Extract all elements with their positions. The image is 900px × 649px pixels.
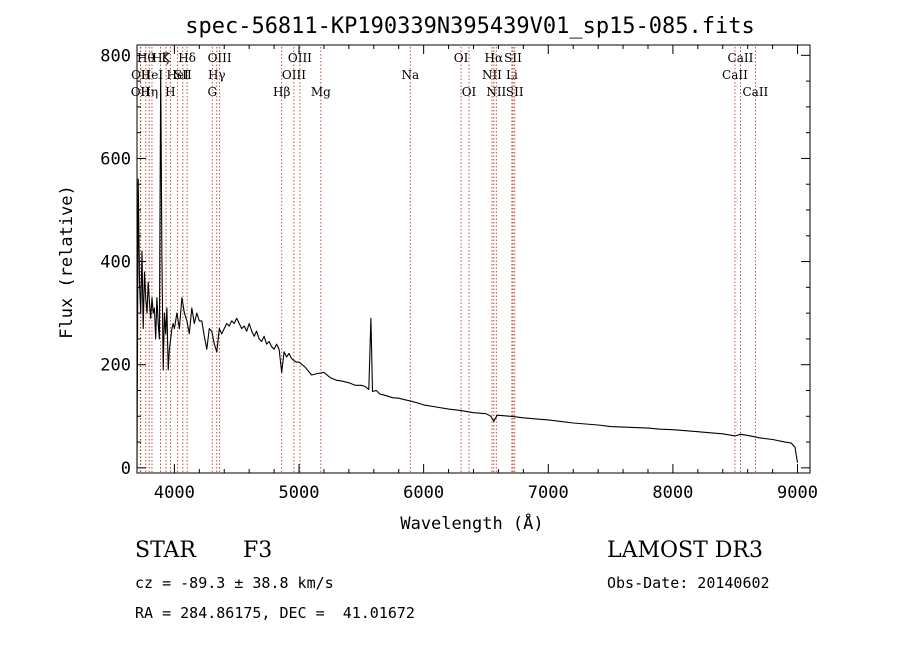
marker-label: CaII [742,85,768,99]
marker-label: Hγ [208,68,226,82]
marker-label: CaII [722,68,748,82]
marker-label: OI [462,85,477,99]
marker-label: CaII [728,51,754,65]
plot-frame [136,44,811,474]
marker-label: OII [131,85,151,99]
marker-label: Hη [140,85,158,99]
object-subclass: F3 [243,538,273,563]
marker-label: HeI [166,68,189,82]
marker-label: HeI [141,68,164,82]
line-markers [139,47,756,472]
y-tick-label: 200 [100,356,131,376]
x-tick-label: 9000 [777,483,818,503]
marker-label: OII [131,68,151,82]
redshift-text: cz = -89.3 ± 38.8 km/s [135,574,334,592]
marker-label: K [162,51,172,65]
marker-label: OIII [288,51,312,65]
y-tick-label: 400 [100,253,131,273]
x-tick-label: 6000 [403,483,444,503]
y-axis-label: Flux (relative) [57,185,77,339]
flux-line [136,70,799,468]
marker-label: OI [454,51,469,65]
obs-date: Obs-Date: 20140602 [607,574,770,592]
marker-label: Hα [485,51,504,65]
x-tick-label: 7000 [528,483,569,503]
marker-label: SII [504,51,522,65]
x-tick-label: 8000 [652,483,693,503]
marker-label: Hδ [178,51,196,65]
x-axis-label: Wavelength (Å) [400,512,543,534]
x-tick-label: 4000 [154,483,195,503]
marker-label: OIII [282,68,306,82]
marker-label: SII [506,85,524,99]
coordinates: RA = 284.86175, DEC = 41.01672 [135,604,415,622]
plot-axes: 4000 5000 6000 7000 8000 9000 0 200 400 600 800 [100,44,818,503]
marker-label: OIII [208,51,232,65]
y-tick-label: 800 [100,46,131,66]
marker-label: Li [506,68,518,82]
marker-label: SII [174,68,192,82]
marker-label: NII [486,85,506,99]
x-tick-label: 5000 [279,483,320,503]
line-marker-labels: OIIOIIHθHηHeIHζKHHeISIIHδGHγOIIIHβOIIIOI… [131,51,769,99]
marker-label: Hζ [152,51,169,65]
marker-label: H [165,85,175,99]
marker-label: G [207,85,217,99]
marker-label: Hβ [273,85,290,99]
marker-label: Hθ [137,51,155,65]
survey-name: LAMOST DR3 [607,538,763,563]
marker-label: Na [401,68,419,82]
spectrum-series [136,70,799,468]
object-class: STAR [135,538,196,563]
chart-title: spec-56811-KP190339N395439V01_sp15-085.f… [185,14,755,39]
y-tick-label: 600 [100,149,131,169]
marker-label: NII [482,68,502,82]
marker-label: Mg [311,85,331,99]
y-tick-label: 0 [121,459,131,479]
